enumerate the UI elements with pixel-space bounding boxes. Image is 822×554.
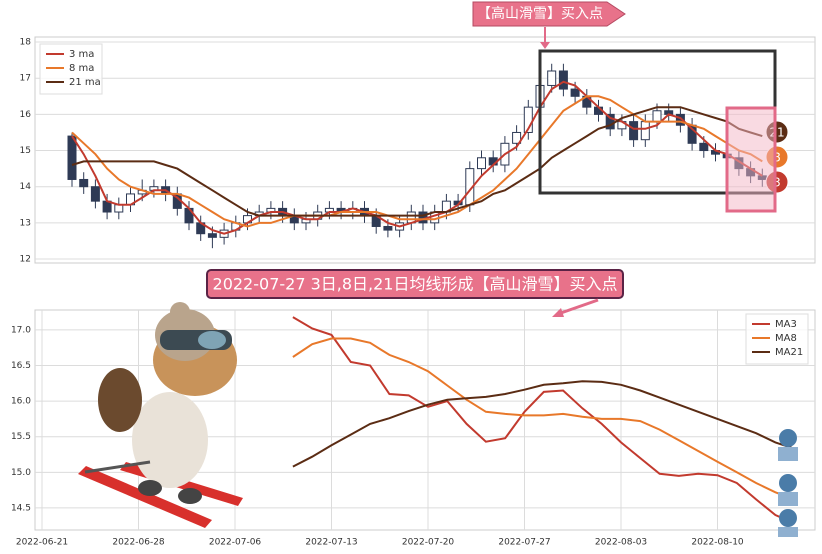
legend-label: MA3 (775, 319, 797, 330)
end-label: 8 (773, 151, 781, 165)
candle-body (477, 157, 486, 170)
candle-body (640, 121, 650, 141)
y-tick-label: 18 (20, 38, 32, 48)
x-tick-label: 2022-08-03 (595, 538, 647, 548)
legend-label: MA8 (775, 333, 797, 344)
title-pointer-head (552, 308, 564, 317)
annotation-pointer-head (540, 42, 550, 49)
signal-box (725, 106, 777, 213)
y-tick-label: 14 (20, 182, 32, 192)
annotation-text: 【高山滑雪】买入点 (477, 5, 603, 22)
candle-body (547, 70, 557, 86)
candle-body (570, 88, 580, 97)
y-tick-label: 13 (20, 218, 31, 228)
candle-body (558, 70, 568, 90)
ma-line (71, 106, 763, 217)
legend-label: 3 ma (69, 49, 94, 60)
x-tick-label: 2022-06-28 (112, 538, 165, 548)
candle-body (207, 233, 217, 238)
ma-line (292, 337, 796, 501)
candle-body (67, 135, 77, 180)
candle-body (675, 113, 685, 126)
y-tick-label: 15.0 (11, 468, 31, 478)
chart-title: 2022-07-27 3日,8日,21日均线形成【高山滑雪】买入点 (213, 275, 618, 294)
annotation-arrow (472, 1, 626, 27)
y-tick-label: 16 (20, 110, 32, 120)
candle-body (699, 142, 709, 152)
y-tick-label: 12 (20, 255, 31, 265)
candle-body (652, 110, 662, 123)
legend-label: MA21 (775, 347, 803, 358)
candle-body (383, 225, 393, 231)
y-tick-label: 15.5 (11, 432, 31, 442)
skier-illustration (78, 302, 243, 528)
x-tick-label: 2022-08-10 (691, 538, 744, 548)
candle-body (114, 204, 124, 213)
y-tick-label: 16.5 (11, 361, 31, 371)
x-tick-label: 2022-06-21 (16, 538, 68, 548)
small-skier-icons (778, 429, 798, 537)
legend-label: 21 ma (69, 77, 101, 88)
x-tick-label: 2022-07-06 (209, 538, 262, 548)
y-tick-label: 14.5 (11, 503, 31, 513)
candle-body (629, 121, 639, 141)
title-box (206, 269, 624, 299)
title-pointer (557, 298, 599, 316)
legend-label: 8 ma (69, 63, 94, 74)
y-tick-label: 15 (20, 146, 31, 156)
legend-box (745, 313, 809, 365)
y-tick-label: 17 (20, 74, 31, 84)
top-plot-frame (34, 36, 816, 264)
end-label: 3 (773, 176, 781, 190)
candle-body (90, 186, 100, 202)
x-tick-label: 2022-07-20 (402, 538, 455, 548)
x-tick-label: 2022-07-13 (305, 538, 357, 548)
ma-line (292, 380, 796, 468)
candle-body (79, 178, 89, 188)
ma-line (71, 80, 763, 235)
ma-line (71, 95, 763, 228)
x-tick-label: 2022-07-27 (498, 538, 550, 548)
y-tick-label: 16.0 (11, 397, 31, 407)
y-tick-label: 17.0 (11, 325, 31, 335)
candle-body (512, 131, 522, 144)
ma-line (292, 316, 796, 525)
